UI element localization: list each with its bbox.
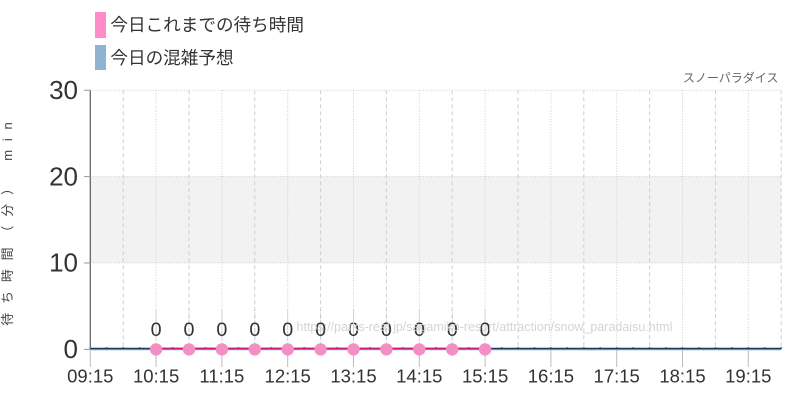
svg-text:11:15: 11:15: [199, 366, 244, 387]
svg-text:30: 30: [49, 75, 78, 105]
svg-text:待ち時間（分） min: 待ち時間（分） min: [0, 113, 15, 325]
svg-text:13:15: 13:15: [330, 366, 376, 387]
svg-text:12:15: 12:15: [265, 366, 311, 387]
svg-text:10:15: 10:15: [133, 366, 179, 387]
svg-text:0: 0: [216, 319, 227, 341]
svg-text:18:15: 18:15: [659, 366, 705, 387]
svg-text:15:15: 15:15: [462, 366, 508, 387]
svg-text:20: 20: [49, 161, 78, 191]
svg-text:0: 0: [249, 319, 260, 341]
svg-text:09:15: 09:15: [67, 366, 113, 387]
svg-text:17:15: 17:15: [594, 366, 640, 387]
svg-text:0: 0: [282, 319, 293, 341]
svg-text:0: 0: [184, 319, 195, 341]
svg-text:0: 0: [64, 334, 78, 364]
svg-text:10: 10: [49, 248, 78, 278]
svg-text:19:15: 19:15: [725, 366, 771, 387]
svg-text:0: 0: [151, 319, 162, 341]
svg-text:16:15: 16:15: [528, 366, 574, 387]
svg-text:14:15: 14:15: [396, 366, 442, 387]
